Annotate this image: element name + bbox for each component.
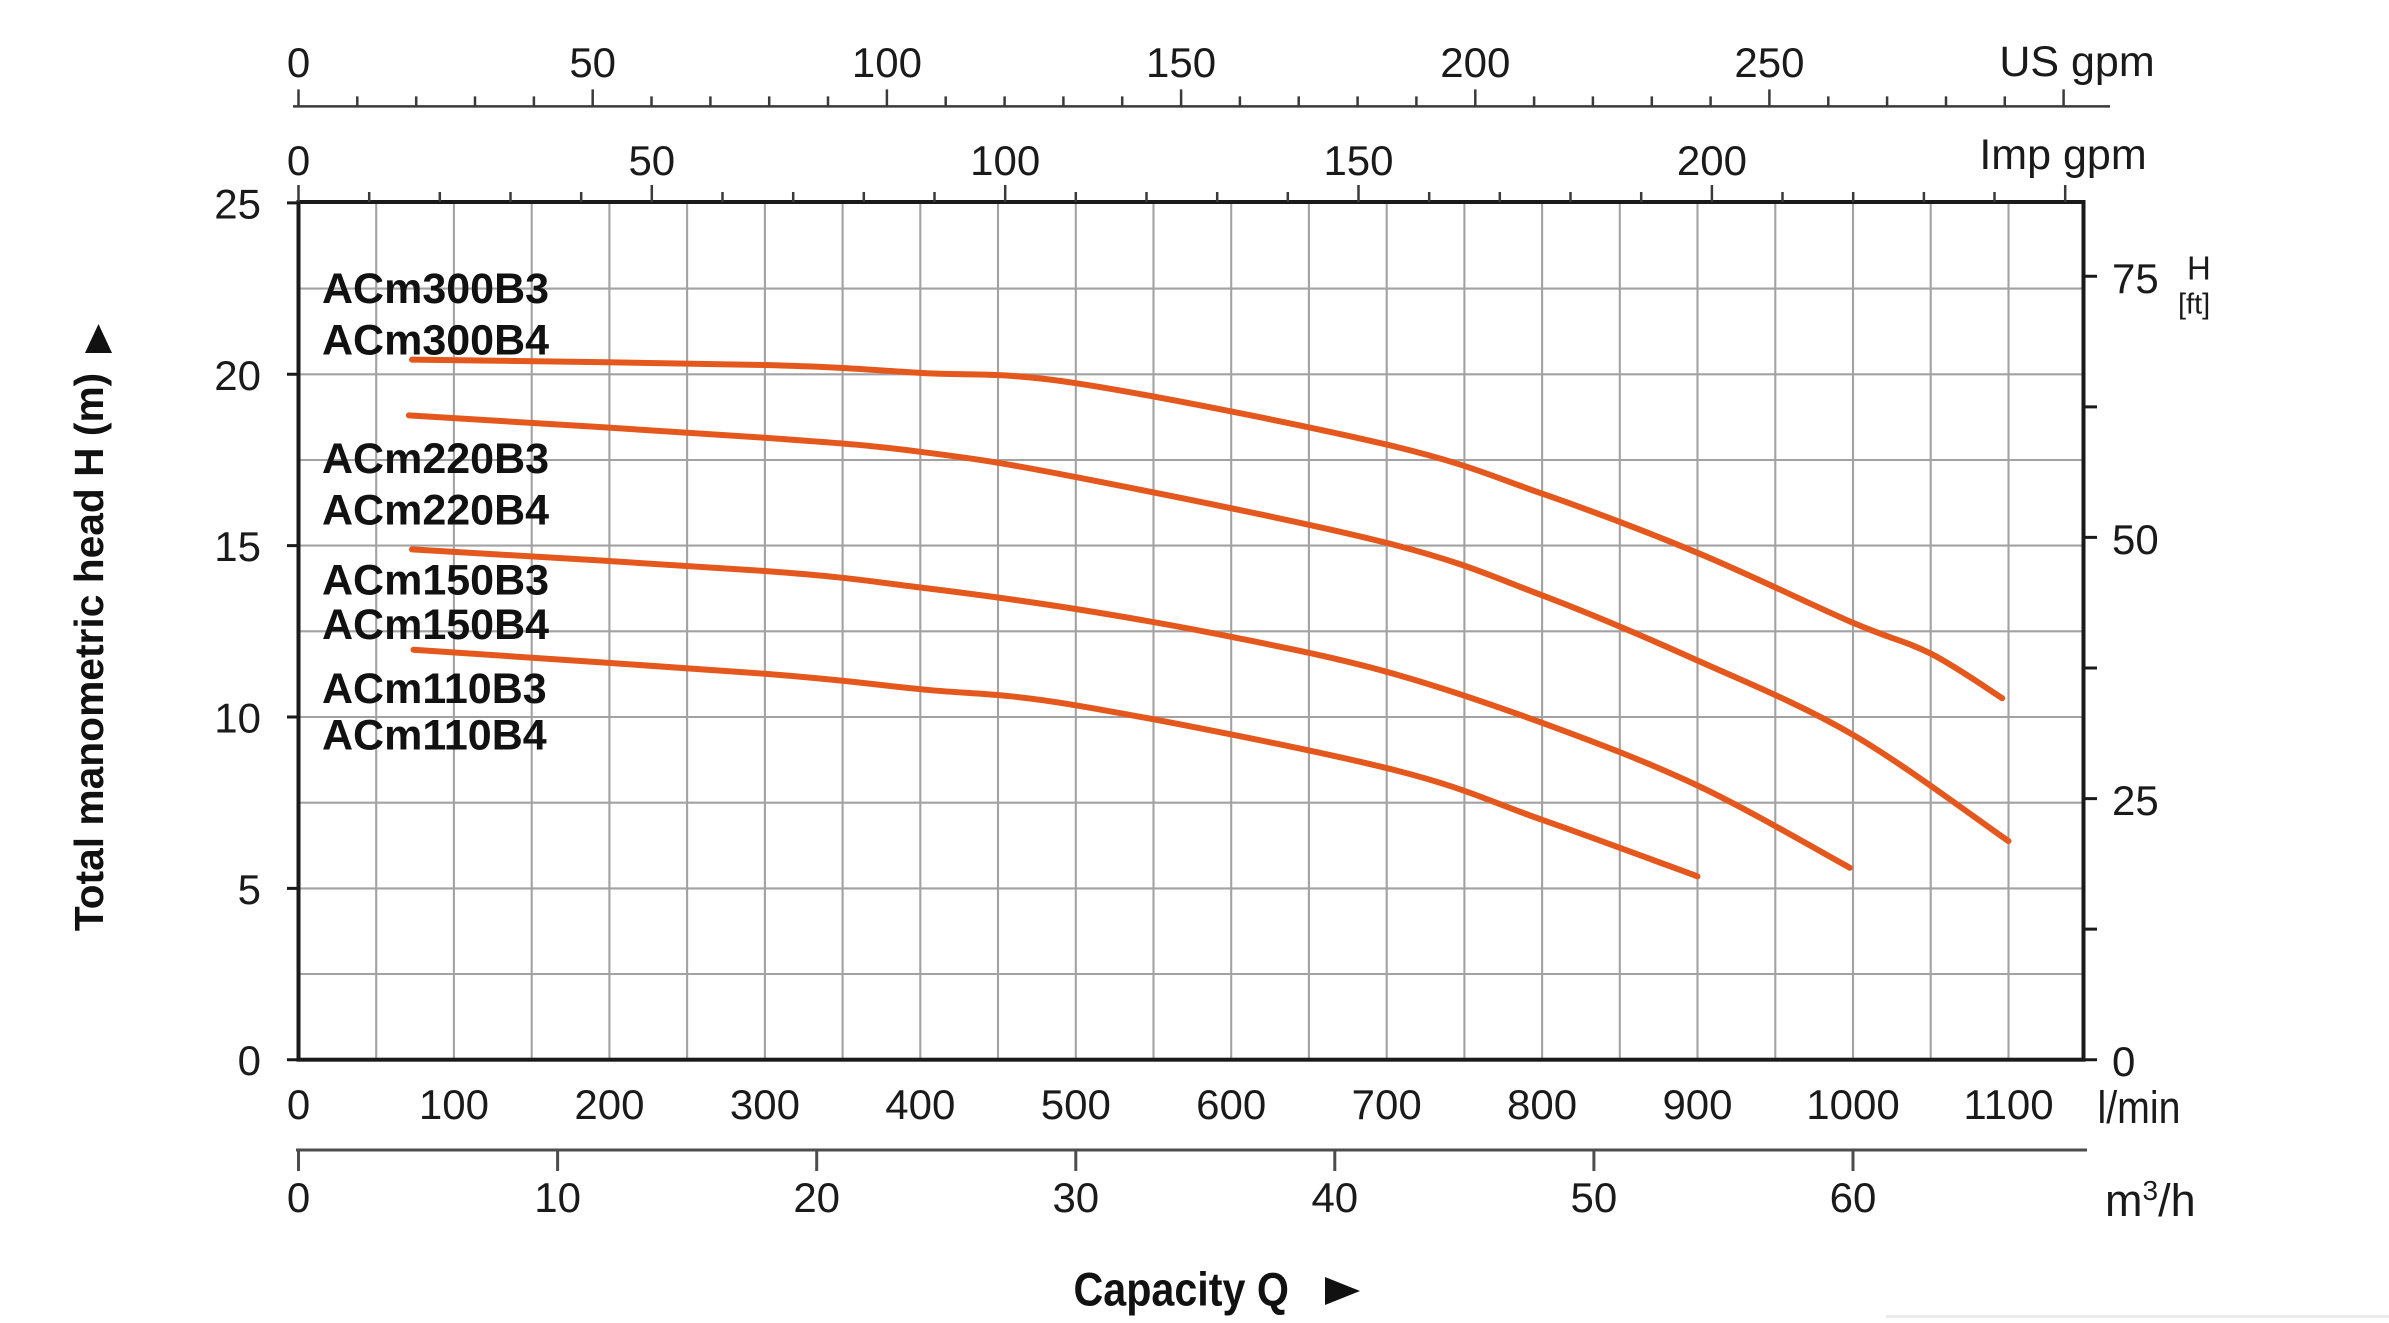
svg-text:0: 0 (287, 137, 310, 184)
svg-text:20: 20 (793, 1174, 840, 1221)
svg-text:ACm300B3: ACm300B3 (322, 265, 549, 313)
svg-text:Capacity Q: Capacity Q (1074, 1262, 1290, 1315)
svg-text:0: 0 (238, 1037, 261, 1084)
svg-text:1100: 1100 (1963, 1081, 2053, 1128)
svg-text:600: 600 (1196, 1081, 1266, 1128)
svg-text:200: 200 (1440, 39, 1510, 86)
svg-text:100: 100 (419, 1081, 489, 1128)
svg-text:500: 500 (1041, 1081, 1111, 1128)
svg-text:10: 10 (214, 695, 261, 742)
svg-text:100: 100 (852, 39, 922, 86)
svg-text:ACm150B3: ACm150B3 (322, 557, 549, 605)
svg-text:1000: 1000 (1806, 1081, 1899, 1128)
svg-text:700: 700 (1352, 1081, 1422, 1128)
svg-text:150: 150 (1146, 39, 1216, 86)
svg-text:15: 15 (214, 523, 261, 570)
svg-text:20: 20 (214, 352, 261, 399)
svg-text:50: 50 (628, 137, 675, 184)
svg-text:60: 60 (1830, 1174, 1877, 1221)
svg-text:150: 150 (1323, 137, 1393, 184)
svg-text:50: 50 (569, 39, 616, 86)
svg-text:250: 250 (1734, 39, 1804, 86)
svg-text:25: 25 (2112, 777, 2159, 824)
svg-text:H: H (2187, 250, 2211, 287)
svg-text:100: 100 (970, 137, 1040, 184)
svg-text:200: 200 (574, 1081, 644, 1128)
svg-text:ACm110B3: ACm110B3 (322, 665, 547, 713)
svg-text:ACm220B4: ACm220B4 (322, 486, 549, 534)
svg-text:800: 800 (1507, 1081, 1577, 1128)
svg-text:30: 30 (1052, 1174, 1099, 1221)
svg-text:0: 0 (2112, 1038, 2135, 1085)
svg-text:50: 50 (2112, 516, 2159, 563)
svg-text:0: 0 (287, 1081, 310, 1128)
svg-text:5: 5 (238, 866, 261, 913)
svg-text:ACm110B4: ACm110B4 (322, 711, 547, 759)
svg-text:ACm300B4: ACm300B4 (322, 317, 549, 365)
svg-text:25: 25 (214, 180, 261, 227)
svg-text:ACm220B3: ACm220B3 (322, 435, 549, 483)
svg-text:US gpm: US gpm (1999, 38, 2154, 86)
svg-text:75: 75 (2112, 255, 2159, 302)
svg-text:l/min: l/min (2098, 1082, 2181, 1133)
svg-text:[ft]: [ft] (2178, 289, 2210, 321)
svg-text:Total manometric head H (m): Total manometric head H (m) (66, 373, 112, 932)
svg-text:Imp gpm: Imp gpm (1979, 131, 2146, 179)
svg-text:40: 40 (1311, 1174, 1358, 1221)
svg-text:0: 0 (287, 39, 310, 86)
svg-text:400: 400 (885, 1081, 955, 1128)
svg-text:900: 900 (1662, 1081, 1732, 1128)
svg-text:0: 0 (287, 1174, 310, 1221)
svg-text:10: 10 (534, 1174, 581, 1221)
svg-text:ACm150B4: ACm150B4 (322, 601, 549, 649)
svg-text:50: 50 (1571, 1174, 1618, 1221)
svg-text:200: 200 (1677, 137, 1747, 184)
svg-text:300: 300 (730, 1081, 800, 1128)
